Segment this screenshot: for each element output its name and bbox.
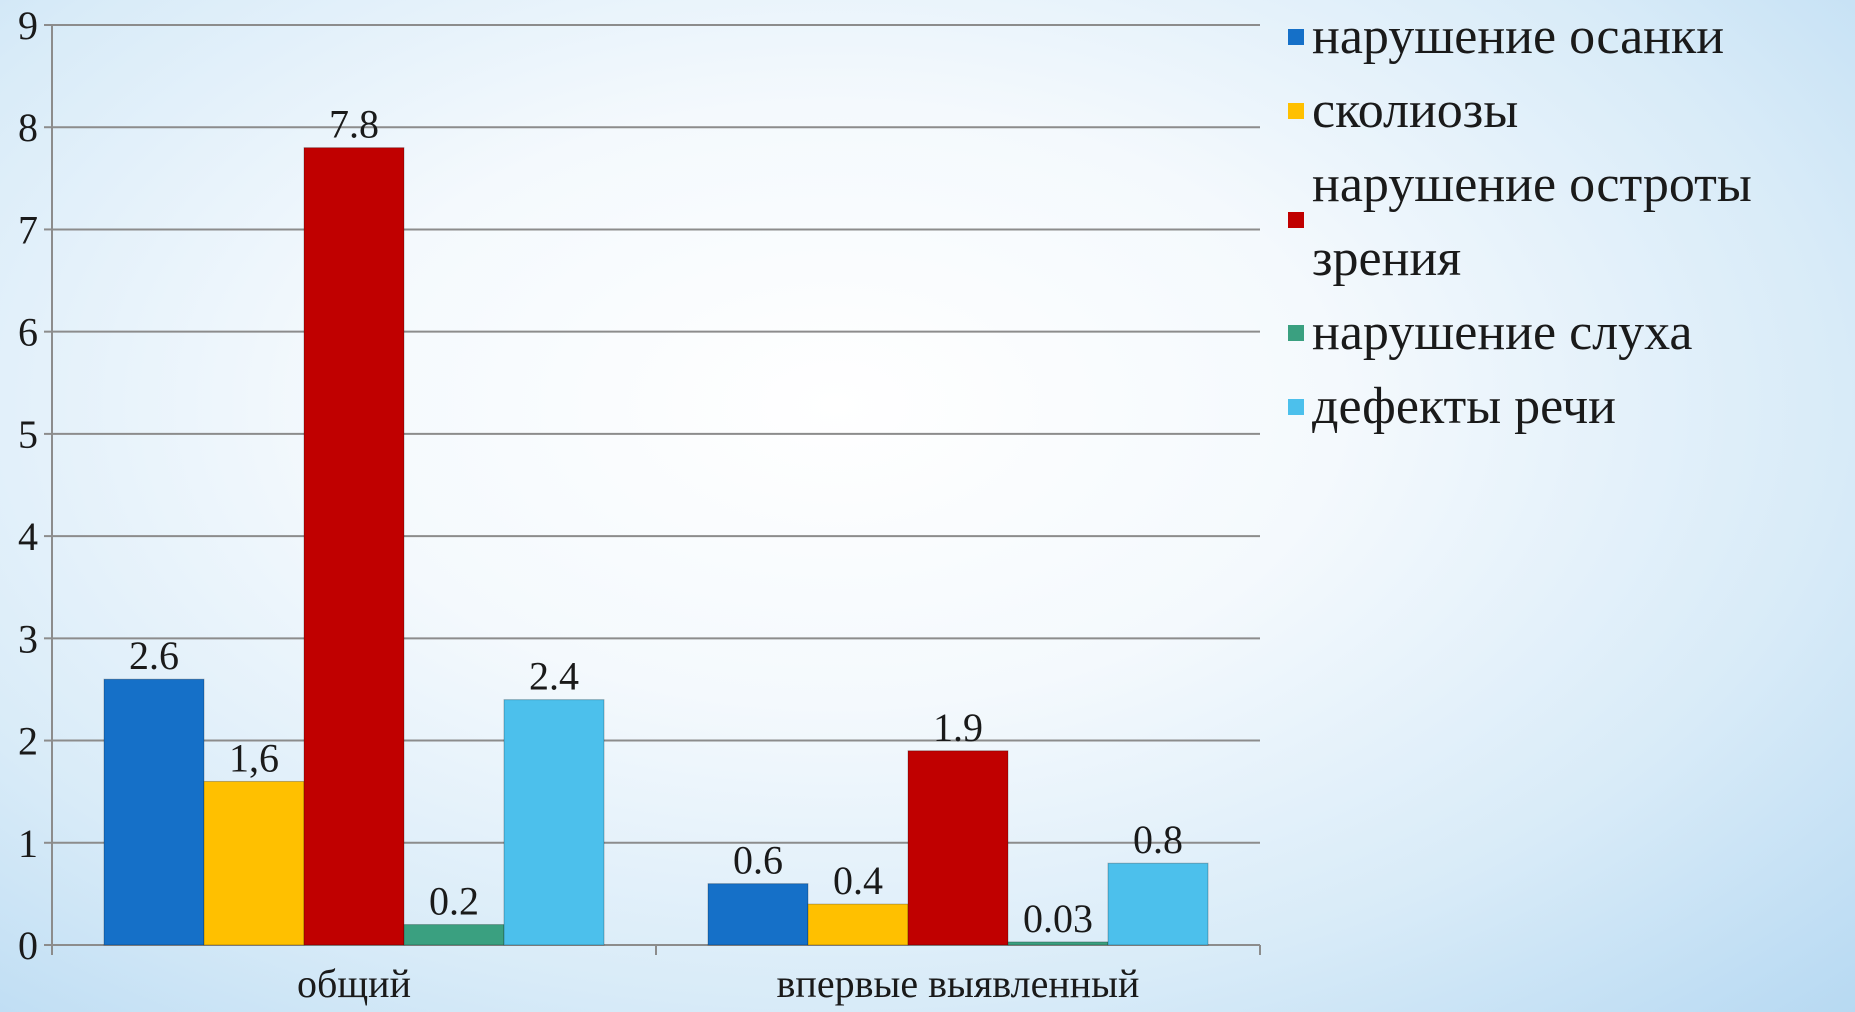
bar [503,699,605,946]
data-label: 1,6 [229,735,279,780]
data-label: 0.2 [429,879,479,924]
data-label: 0.4 [833,858,883,903]
data-label: 2.6 [129,633,179,678]
bar [1007,941,1109,946]
legend-item-scoliosis: сколиозы [1280,74,1832,148]
legend-label-speech: дефекты речи [1312,378,1616,435]
legend-item-posture: нарушение осанки [1280,0,1832,74]
legend-label-vision: нарушение остроты зрения [1312,156,1752,287]
legend-swatch-vision [1288,212,1304,228]
y-tick-label: 1 [18,821,38,866]
legend-label-hearing: нарушение слуха [1312,304,1693,361]
bar [1107,862,1209,946]
legend-label-scoliosis: сколиозы [1312,82,1519,139]
legend-item-vision: нарушение остроты зрения [1280,148,1832,296]
bar [707,883,809,946]
bar [103,678,205,946]
data-label: 0.03 [1023,896,1093,941]
legend-item-speech: дефекты речи [1280,370,1832,444]
legend-swatch-speech [1288,399,1304,415]
y-tick-label: 2 [18,719,38,764]
y-tick-label: 5 [18,412,38,457]
data-label: 0.8 [1133,817,1183,862]
bar [203,780,305,946]
y-tick-label: 4 [18,514,38,559]
y-tick-label: 8 [18,105,38,150]
y-tick-label: 0 [18,923,38,968]
y-tick-label: 3 [18,616,38,661]
legend-item-hearing: нарушение слуха [1280,296,1832,370]
data-label: 2.4 [529,654,579,699]
data-label: 7.8 [329,102,379,147]
legend: нарушение осанки сколиозы нарушение остр… [1280,0,1832,444]
y-tick-label: 6 [18,310,38,355]
x-category-label: общий [297,961,411,1006]
bar [303,147,405,946]
y-tick-label: 7 [18,207,38,252]
data-label: 0.6 [733,838,783,883]
data-label: 1.9 [933,705,983,750]
y-tick-label: 9 [18,3,38,48]
legend-swatch-posture [1288,29,1304,45]
legend-swatch-scoliosis [1288,103,1304,119]
legend-swatch-hearing [1288,325,1304,341]
x-category-label: впервые выявленный [777,961,1140,1006]
legend-label-posture: нарушение осанки [1312,8,1725,65]
bar [907,750,1009,946]
bar [807,903,909,946]
bar [403,924,505,946]
